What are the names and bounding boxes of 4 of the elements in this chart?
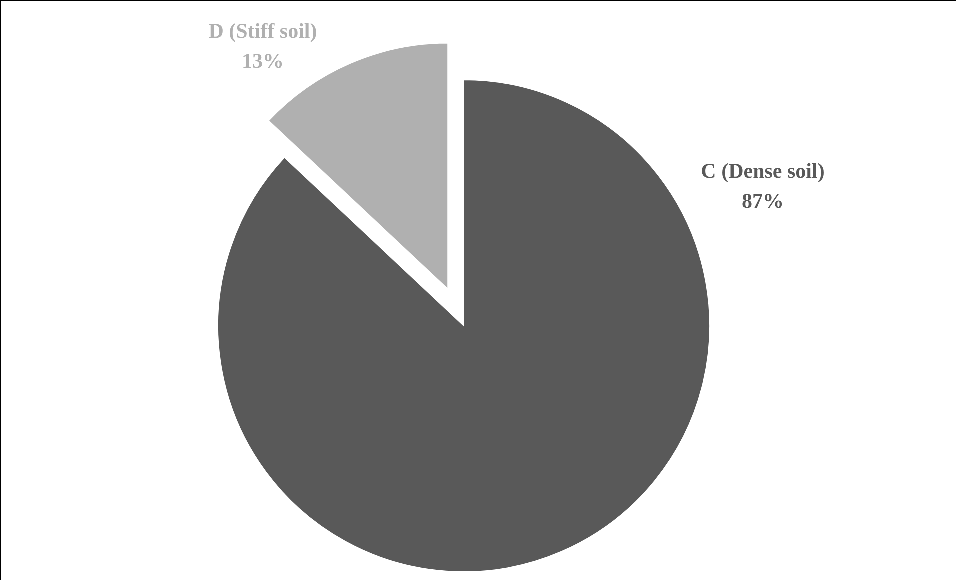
slice-label: D (Stiff soil) [208, 19, 318, 43]
data-label: 13% [242, 49, 284, 73]
data-label: 87% [742, 189, 784, 213]
slice-label: C (Dense soil) [701, 159, 825, 183]
